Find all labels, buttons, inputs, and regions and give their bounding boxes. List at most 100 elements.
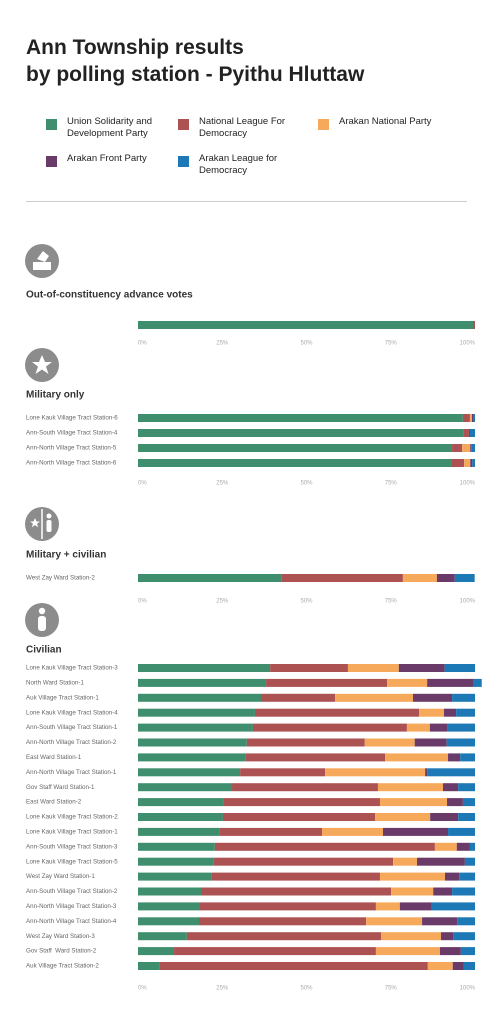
- category-label: Ann-North Village Tract Station-6: [26, 460, 117, 467]
- bar-segment: [198, 917, 367, 926]
- x-tick-label: 100%: [460, 599, 476, 605]
- bar-segment: [138, 574, 282, 582]
- bar-segment: [462, 414, 470, 422]
- category-label: West Zay Ward Station-2: [26, 575, 95, 582]
- bar-segment: [377, 783, 443, 792]
- bar-segment: [460, 947, 475, 956]
- bar-segment: [462, 798, 475, 807]
- bar-segment: [138, 827, 220, 836]
- section-title: Military only: [26, 390, 85, 401]
- bar-segment: [451, 459, 465, 467]
- bar-segment: [138, 783, 233, 792]
- bar-segment: [440, 932, 454, 941]
- category-label: Lone Kauk Village Tract Station-3: [26, 665, 118, 672]
- bar-segment: [270, 664, 348, 672]
- category-label: Ann-North Village Tract Station-1: [26, 769, 117, 776]
- category-label: East Ward Station-2: [26, 799, 82, 806]
- bar-segment: [430, 813, 459, 821]
- bar-segment: [219, 827, 323, 836]
- bar-segment: [138, 962, 160, 970]
- category-label: Auk Village Tract Station-1: [26, 694, 99, 701]
- category-label: Lone Kauk Village Tract Station-4: [26, 709, 118, 716]
- bar-segment: [460, 753, 475, 762]
- bar-segment: [138, 768, 241, 777]
- bar-segment: [213, 857, 394, 866]
- bar-segment: [387, 678, 428, 687]
- bar-segment: [452, 887, 475, 896]
- bar-segment: [447, 798, 463, 807]
- bar-segment: [138, 872, 212, 881]
- bar-segment: [468, 429, 470, 437]
- category-label: Ann-North Village Tract Station-2: [26, 739, 117, 746]
- bar-segment: [464, 857, 475, 866]
- bar-segment: [443, 708, 457, 717]
- bar-segment: [254, 708, 420, 717]
- bar-segment: [402, 574, 437, 582]
- bar-segment: [472, 414, 475, 422]
- legend-swatch: [318, 119, 329, 130]
- bar-segment: [200, 902, 376, 911]
- x-tick-label: 100%: [460, 481, 476, 487]
- bar-segment: [138, 932, 187, 941]
- bar-segment: [266, 678, 388, 687]
- bar-segment: [138, 444, 453, 452]
- bar-segment: [439, 947, 461, 956]
- bar-segment: [325, 768, 426, 777]
- category-label: Gov Staff Ward Station-2: [26, 948, 97, 955]
- bar-segment: [471, 414, 473, 422]
- bar-segment: [138, 842, 215, 851]
- bar-segment: [431, 902, 475, 911]
- bar-segment: [138, 459, 452, 467]
- bar-segment: [138, 414, 463, 422]
- bar-segment: [429, 723, 448, 732]
- bar-segment: [427, 768, 475, 777]
- category-label: Ann-South Village Tract Station-3: [26, 843, 118, 850]
- category-label: Auk Village Tract Station-2: [26, 963, 99, 970]
- bar-segment: [366, 917, 423, 926]
- legend-label: Arakan National Party: [339, 116, 432, 127]
- bar-segment: [138, 902, 201, 911]
- category-label: Gov Staff Ward Station-1: [26, 784, 95, 791]
- bar-segment: [138, 857, 214, 866]
- bar-segment: [462, 444, 471, 452]
- bar-segment: [427, 678, 473, 687]
- bar-segment: [447, 723, 475, 732]
- bar-segment: [458, 813, 475, 821]
- section-title: Out-of-constituency advance votes: [26, 290, 193, 301]
- icon-military-civilian: [25, 507, 59, 541]
- x-tick-label: 50%: [300, 341, 313, 347]
- category-label: Lone Kauk Village Tract Station-2: [26, 814, 118, 821]
- bar-segment: [419, 708, 444, 717]
- bar-segment: [448, 753, 461, 762]
- legend-item: Arakan Front Party: [46, 153, 162, 167]
- legend-label: Arakan League for Democracy: [199, 153, 278, 176]
- section-title: Military + civilian: [26, 550, 106, 561]
- bar-segment: [454, 574, 475, 582]
- category-label: Ann-South Village Tract Station-2: [26, 888, 118, 895]
- bar-segment: [211, 872, 380, 881]
- bar-segment: [433, 887, 453, 896]
- bar-segment: [398, 664, 445, 672]
- legend-swatch: [46, 156, 57, 167]
- bar-segment: [380, 932, 441, 941]
- bar-segment: [393, 857, 418, 866]
- bar-segment: [472, 321, 475, 329]
- bar-segment: [434, 842, 457, 851]
- x-tick-label: 50%: [300, 481, 313, 487]
- legend-label: Union Solidarity and Development Party: [67, 116, 153, 139]
- icon-person: [25, 603, 59, 637]
- category-label: Ann-North Village Tract Station-4: [26, 918, 117, 925]
- x-tick-label: 25%: [216, 599, 229, 605]
- bar-segment: [470, 459, 473, 467]
- bar-segment: [322, 827, 383, 836]
- x-tick-label: 50%: [300, 986, 313, 992]
- bar-segment: [391, 887, 434, 896]
- legend-item: Arakan League for Democracy: [178, 153, 294, 177]
- x-tick-label: 75%: [385, 986, 398, 992]
- bar-segment: [138, 693, 262, 702]
- bar-segment: [422, 917, 458, 926]
- bar-segment: [456, 708, 475, 717]
- bar-segment: [174, 947, 376, 956]
- category-label: Ann-South Village Tract Station-4: [26, 430, 118, 437]
- bar-segment: [138, 708, 255, 717]
